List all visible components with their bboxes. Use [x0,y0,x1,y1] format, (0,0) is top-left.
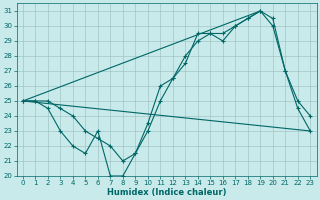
X-axis label: Humidex (Indice chaleur): Humidex (Indice chaleur) [107,188,226,197]
